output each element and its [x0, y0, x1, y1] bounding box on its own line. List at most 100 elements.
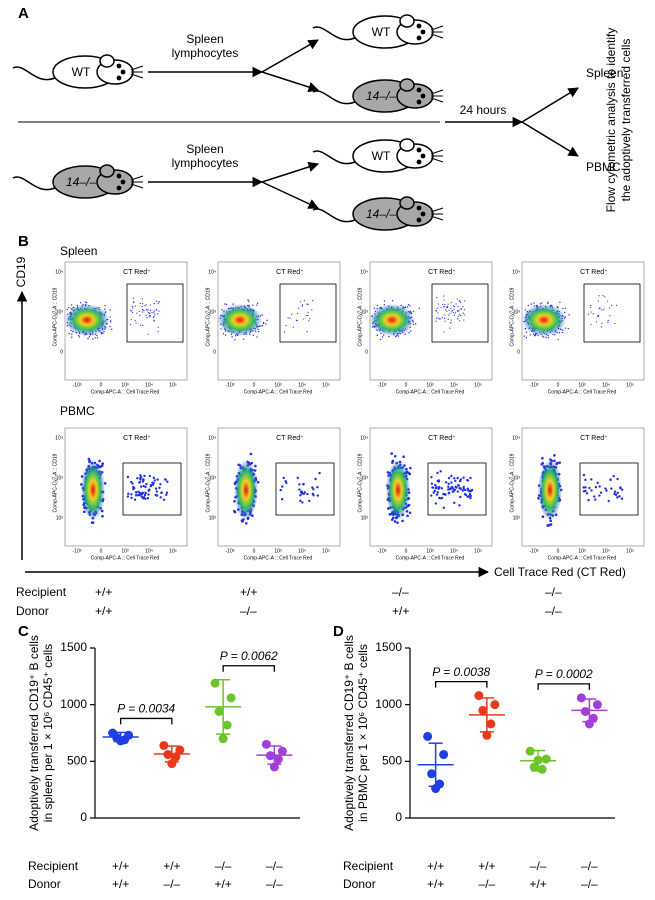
gate-dot — [604, 487, 607, 490]
event-dot — [66, 308, 69, 311]
gate-dot — [600, 326, 603, 328]
mouse-tail — [312, 150, 356, 165]
gate-dot — [609, 478, 612, 482]
event-dot — [232, 303, 234, 305]
gate-dot — [145, 309, 148, 311]
gate-dot — [126, 475, 130, 479]
flow-ytick: 10³ — [209, 309, 217, 315]
event-dot — [258, 330, 260, 333]
gate-dot — [457, 305, 459, 308]
genotype: +/+ — [478, 859, 495, 873]
flow-plot — [64, 427, 188, 547]
event-dot — [101, 515, 104, 518]
row-label: Recipient — [16, 585, 67, 599]
gate-dot — [152, 476, 156, 480]
y-axis-label: Adoptively transferred CD19⁺ B cells — [27, 635, 41, 831]
gate-dot — [447, 303, 449, 305]
flow-ytitle: Comp-APC-Cy7-A :: CD19 — [357, 287, 363, 346]
event-dot — [91, 521, 95, 524]
gate-dot — [139, 485, 143, 488]
gate-dot — [440, 306, 442, 308]
flow-xtick: 0 — [100, 382, 103, 388]
gate-label: CT Red⁺ — [428, 269, 456, 276]
data-point — [592, 700, 602, 710]
mouse-tail — [312, 26, 356, 41]
gate-dot — [448, 487, 452, 491]
flow-ytick: 10⁴ — [55, 269, 63, 275]
mouse-eye — [416, 35, 422, 41]
gate-dot — [608, 307, 611, 309]
gate-dot — [306, 331, 308, 333]
event-dot — [524, 309, 527, 311]
event-dot — [541, 461, 545, 465]
flow-ytick: 10⁴ — [208, 269, 216, 275]
event-dot — [102, 332, 104, 334]
flow-ytick: 10³ — [56, 309, 64, 315]
event-dot — [233, 510, 237, 514]
event-dot — [395, 335, 397, 338]
mouse-ear — [399, 138, 415, 152]
event-dot — [554, 334, 556, 336]
event-dot — [104, 304, 106, 307]
gate-dot — [302, 483, 305, 486]
gate-dot — [158, 301, 160, 303]
gate-dot — [593, 495, 596, 498]
flow-xtick: 10⁵ — [169, 382, 177, 388]
gate-dot — [138, 481, 141, 484]
data-point — [576, 693, 586, 703]
mouse-tail — [12, 66, 56, 81]
genotype: +/+ — [163, 859, 180, 873]
density — [234, 460, 258, 520]
gate-dot — [443, 306, 446, 308]
gate-dot — [444, 309, 446, 311]
event-dot — [266, 319, 268, 322]
gate-dot — [449, 312, 451, 315]
gate-dot — [464, 314, 466, 316]
gate-dot — [444, 320, 446, 322]
analysis-label: Flow cytometric analysis to identify — [604, 28, 618, 213]
gate-dot — [302, 318, 304, 320]
gate-dot — [153, 303, 155, 305]
flow-ytick: 0 — [517, 349, 520, 355]
gate-dot — [131, 305, 133, 307]
gate-dot — [138, 310, 140, 313]
gate-dot — [618, 495, 621, 498]
gate-dot — [453, 477, 456, 480]
gate-dot — [153, 479, 156, 482]
gate-dot — [462, 485, 465, 489]
density — [538, 460, 562, 520]
gate-dot — [605, 489, 608, 492]
gate-dot — [594, 485, 598, 489]
gate-dot — [140, 324, 142, 326]
event-dot — [247, 299, 249, 301]
gate-dot — [301, 501, 304, 504]
mouse-eye — [120, 179, 126, 185]
density — [81, 460, 105, 520]
gate-dot — [596, 481, 599, 485]
event-dot — [242, 338, 245, 340]
row-label: Spleen — [60, 244, 97, 258]
gate-dot — [453, 305, 455, 307]
event-dot — [254, 464, 257, 468]
event-dot — [407, 303, 410, 306]
flow-xtick: 10³ — [121, 548, 129, 554]
gate-label: CT Red⁺ — [123, 269, 151, 276]
gate-dot — [146, 497, 150, 500]
mouse-eye — [416, 159, 422, 165]
data-point — [541, 754, 551, 764]
gate-dot — [459, 320, 461, 322]
event-dot — [410, 330, 412, 332]
p-value: P = 0.0062 — [220, 649, 278, 663]
gate-dot — [607, 321, 609, 323]
flow-ytick: 0 — [60, 349, 63, 355]
gate-dot — [610, 487, 613, 490]
gate-dot — [131, 482, 134, 485]
event-dot — [261, 324, 264, 327]
flow-xtick: 10⁵ — [626, 382, 634, 388]
transfer-label: Spleen — [186, 142, 223, 156]
gate-dot — [148, 316, 150, 318]
flow-xtick: 10⁴ — [602, 548, 610, 554]
flow-ytick: 10² — [56, 515, 64, 521]
gate-dot — [297, 307, 299, 309]
gate-dot — [156, 478, 159, 481]
